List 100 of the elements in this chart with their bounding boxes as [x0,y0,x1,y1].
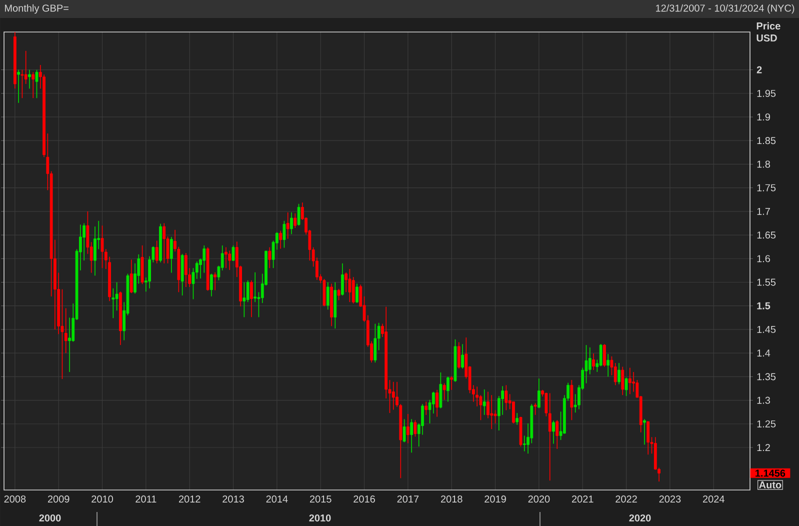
candlestick [228,250,232,270]
candlestick [446,376,450,402]
candlestick [340,262,344,296]
candlestick [130,259,133,294]
x-tick-label: 2008 [4,495,26,502]
candlestick [516,412,519,426]
candlestick [210,273,213,297]
candlestick [621,366,624,396]
x-tick-label: 2023 [659,495,681,502]
candlestick [115,282,118,311]
y-tick-label: 1.8 [757,160,770,168]
candlestick [476,386,479,407]
x-tick-label: 2015 [310,495,332,502]
candlestick [268,246,272,268]
candlestick [20,69,24,98]
y-tick-label: 1.2 [757,444,770,451]
text: 2010 [309,514,331,522]
text: Auto [759,481,782,488]
y-tick-label: 1.25 [757,420,776,428]
candlestick [414,420,417,437]
candlestick [24,50,28,84]
candlestick [68,317,71,372]
candlestick [606,353,610,377]
candlestick [337,288,340,300]
candlestick [614,362,617,386]
candlestick [410,418,414,453]
candlestick [170,236,173,274]
candlestick [112,288,115,318]
text: 2020 [629,514,651,522]
candlestick [279,230,282,249]
candlestick [35,69,38,98]
x-tick-label: 2022 [616,495,637,502]
y-tick-label: 1.3 [757,396,770,404]
candlestick [534,402,537,416]
x-tick-label: 2024 [702,495,724,502]
candlestick [282,220,286,248]
y-axis-title: Price USD [756,22,780,42]
candlestick [628,367,632,394]
y-tick-label: 1.4 [757,349,770,356]
candlestick [348,268,352,302]
candlestick [556,420,559,450]
x-tick-label: 2010 [92,495,113,502]
y-tick-label: 1.5 [757,302,770,310]
candlestick [461,344,464,369]
candlestick [406,413,410,444]
candlestick [504,384,508,410]
x-tick-label: 2013 [222,495,244,502]
candlestick [482,388,486,416]
candlestick [552,420,555,444]
candlestick [592,352,595,370]
y-tick-label: 1.75 [757,184,776,192]
candlestick [254,272,257,302]
candlestick [155,240,158,264]
x-tick-label: 2012 [178,495,200,502]
candlestick [246,280,250,302]
candlestick [32,72,35,98]
candlestick [184,252,188,288]
x-tick-label: 2021 [572,495,594,502]
candlestick [424,401,428,416]
y-tick-label: 1.95 [757,90,776,97]
candlestick [402,418,406,443]
candlestick [457,342,460,369]
candlestick [450,376,454,390]
candlestick [537,378,540,409]
candlestick [494,410,497,424]
chart-subtitle: 12/31/2007 - 10/31/2024 (NYC) [656,4,794,14]
candlestick [392,381,395,410]
candlestick [522,435,526,452]
candlestick [232,244,235,262]
candlestick [28,69,31,89]
candlestick [294,212,297,228]
y-tick-label: 1.65 [757,231,776,238]
candlestick [297,203,300,226]
y-tick-label: 1.85 [757,136,776,144]
y-tick-label: 1.35 [757,372,776,380]
candlestick [250,280,253,318]
candlestick [624,377,628,396]
candlestick [442,382,446,400]
candlestick [242,282,246,318]
candlestick [618,362,620,384]
candlestick [134,262,136,294]
x-tick-label: 2019 [484,495,506,502]
text: 2000 [39,514,61,522]
candlestick [570,379,574,420]
candlestick [326,282,330,310]
x-tick-label: 2017 [397,495,419,502]
x-tick-label: 2014 [266,495,288,502]
candlestick [599,344,602,367]
candlestick [290,212,293,234]
candlestick [643,418,646,445]
candlestick [100,225,104,268]
x-tick-label: 2009 [48,495,70,502]
y-tick-label: 1.55 [757,278,776,286]
candlestick [548,392,552,481]
candlestick [439,372,442,409]
candlestick [490,394,494,430]
y-tick-label: 1.45 [757,326,776,333]
candlestick [64,308,68,354]
candlestick [224,246,228,268]
candlestick [17,69,20,104]
